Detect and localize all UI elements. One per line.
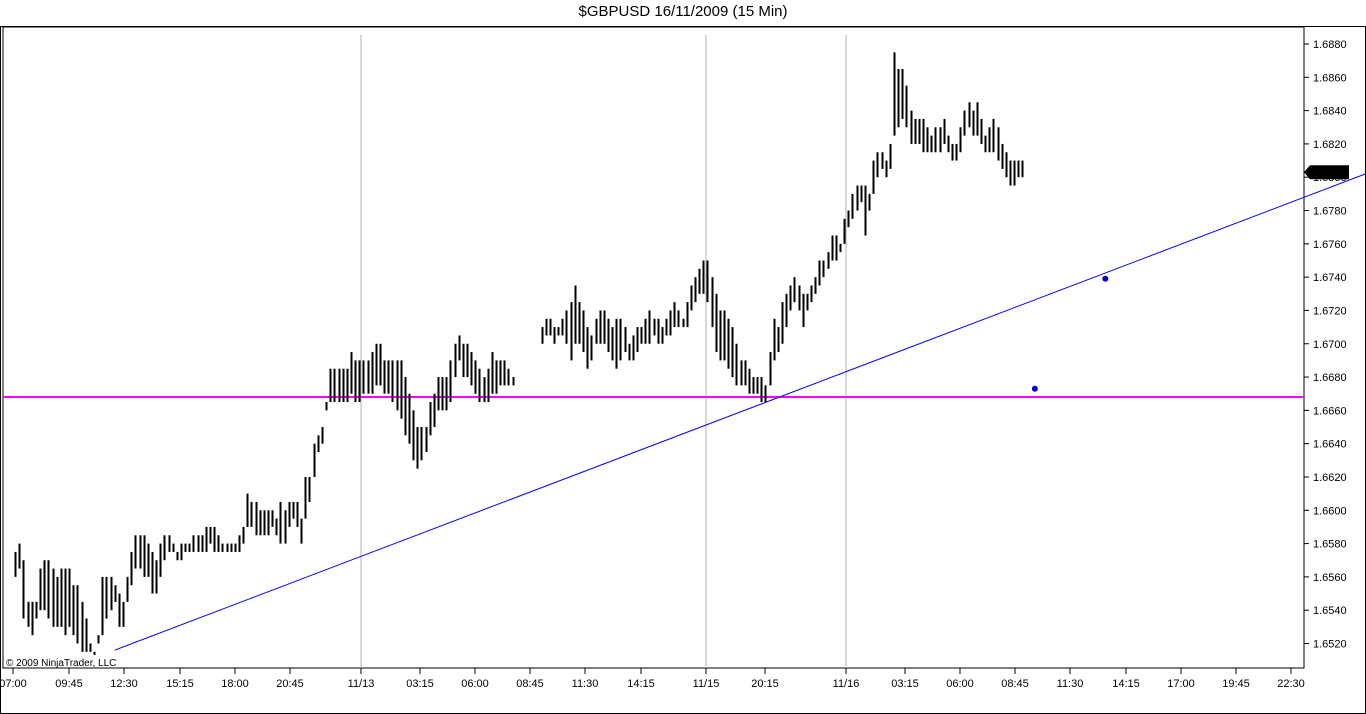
x-tick-label: 09:45 <box>55 678 83 690</box>
y-tick-label: 1.6520 <box>1313 639 1347 651</box>
y-tick-label: 1.6740 <box>1313 272 1347 284</box>
x-tick-label: 11:30 <box>1057 678 1084 690</box>
x-tick-label: 06:00 <box>461 678 489 690</box>
x-tick-label: 22:30 <box>1277 678 1305 690</box>
x-tick-label: 19:45 <box>1222 678 1250 690</box>
signal-marker <box>1102 275 1109 282</box>
y-tick-label: 1.6640 <box>1313 439 1347 451</box>
x-tick-label: 08:45 <box>516 678 544 690</box>
outer-frame <box>0 26 1366 714</box>
x-tick-label: 18:00 <box>221 678 249 690</box>
y-tick-label: 1.6580 <box>1313 539 1347 551</box>
x-tick-label: 03:15 <box>891 678 919 690</box>
y-tick-label: 1.6820 <box>1313 139 1347 151</box>
x-tick-label: 08:45 <box>1001 678 1029 690</box>
trend-line <box>114 173 1366 651</box>
y-tick-label: 1.6860 <box>1313 72 1347 84</box>
y-tick-label: 1.6780 <box>1313 206 1347 218</box>
y-tick-label: 1.6560 <box>1313 572 1347 584</box>
copyright-text: © 2009 NinjaTrader, LLC <box>6 658 116 669</box>
x-tick-label: 20:15 <box>751 678 779 690</box>
x-tick-label: 11/15 <box>693 678 720 690</box>
x-tick-label: 14:15 <box>1112 678 1140 690</box>
x-tick-label: 11:30 <box>572 678 599 690</box>
chart-title: $GBPUSD 16/11/2009 (15 Min) <box>578 3 788 20</box>
x-tick-label: 20:45 <box>276 678 304 690</box>
x-tick-label: 07:00 <box>0 678 27 690</box>
y-tick-label: 1.6700 <box>1313 339 1347 351</box>
y-tick-label: 1.6600 <box>1313 505 1347 517</box>
signal-marker <box>1031 385 1038 392</box>
y-tick-label: 1.6660 <box>1313 405 1347 417</box>
plot-frame <box>2 26 1305 669</box>
x-tick-label: 03:15 <box>406 678 434 690</box>
y-tick-label: 1.6540 <box>1313 605 1347 617</box>
x-tick-label: 14:15 <box>627 678 655 690</box>
last-price-label: 1.6803 <box>1313 167 1347 179</box>
x-tick-label: 17:00 <box>1167 678 1195 690</box>
y-tick-label: 1.6840 <box>1313 106 1347 118</box>
y-tick-label: 1.6720 <box>1313 305 1347 317</box>
y-tick-label: 1.6880 <box>1313 39 1347 51</box>
last-price-flag <box>1304 165 1349 180</box>
x-tick-label: 15:15 <box>166 678 194 690</box>
x-tick-label: 11/16 <box>833 678 860 690</box>
y-tick-label: 1.6620 <box>1313 472 1347 484</box>
y-tick-label: 1.6680 <box>1313 372 1347 384</box>
y-tick-label: 1.6760 <box>1313 239 1347 251</box>
x-tick-label: 06:00 <box>946 678 974 690</box>
x-tick-label: 11/13 <box>348 678 375 690</box>
x-tick-label: 12:30 <box>110 678 138 690</box>
